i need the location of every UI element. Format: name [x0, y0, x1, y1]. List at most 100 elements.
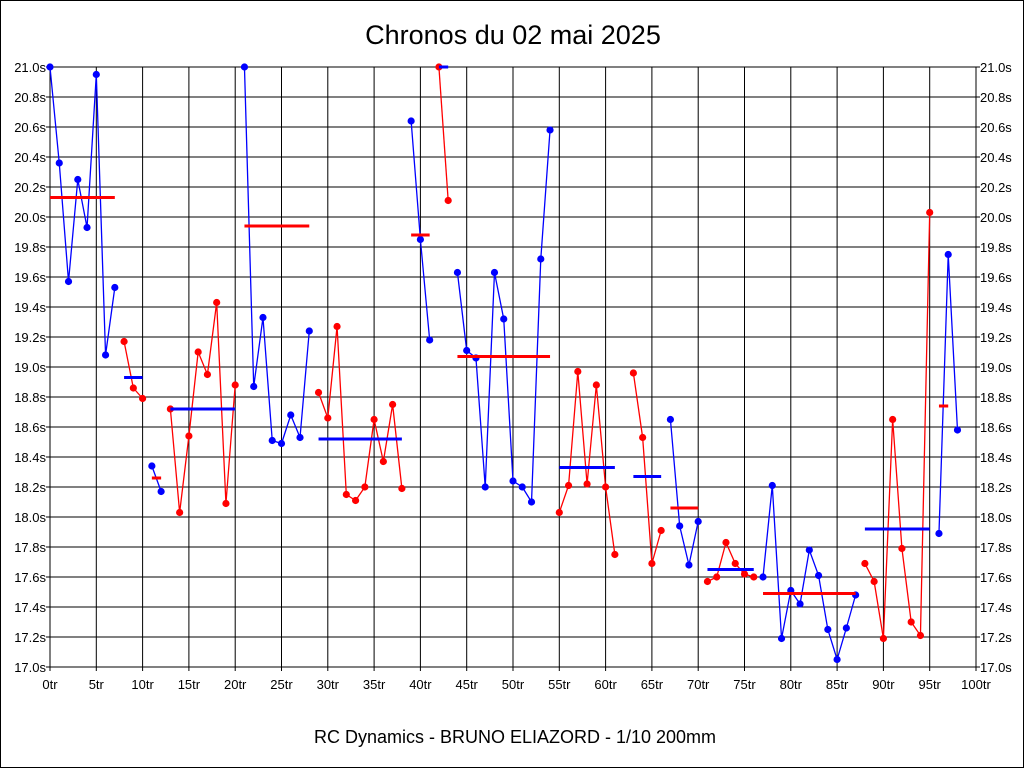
lap-point — [824, 625, 832, 634]
lap-point — [185, 432, 193, 440]
lap-point — [833, 655, 841, 664]
lap-point — [83, 223, 91, 232]
y-tick-label-right: 17.2s — [980, 630, 1012, 645]
lap-point — [861, 559, 869, 568]
lap-point — [907, 618, 915, 626]
y-tick-label-left: 19.0s — [14, 360, 46, 375]
session-8 — [435, 63, 452, 205]
lap-point — [490, 268, 499, 277]
lap-point — [407, 117, 415, 125]
lap-point — [481, 483, 489, 491]
lap-point — [342, 490, 350, 499]
lap-point — [314, 388, 323, 397]
y-tick-label-right: 20.8s — [980, 90, 1012, 105]
lap-point — [203, 370, 212, 379]
session-16 — [935, 250, 962, 538]
session-12 — [666, 415, 702, 569]
lap-point — [277, 439, 286, 448]
lap-point — [287, 411, 295, 419]
session-2 — [120, 337, 147, 403]
x-tick-label: 15tr — [178, 677, 201, 692]
series-line — [243, 66, 310, 445]
session-3 — [148, 462, 165, 496]
y-axis-left: 17.0s 17.2s 17.4s 17.6s 17.8s 18.0s 18.2s 18.4s… — [14, 60, 46, 675]
session-13 — [703, 538, 758, 586]
y-tick-label-left: 20.4s — [14, 150, 46, 165]
lap-point — [583, 480, 591, 488]
session-1 — [46, 63, 119, 359]
y-tick-label-right: 18.8s — [980, 390, 1012, 405]
lap-point — [453, 268, 462, 277]
lap-point — [129, 384, 137, 392]
lap-point — [250, 382, 258, 391]
y-tick-label-left: 19.4s — [14, 300, 46, 315]
lap-point — [768, 481, 776, 490]
y-tick-label-right: 20.0s — [980, 210, 1012, 225]
lap-point — [611, 550, 619, 559]
session-11 — [629, 369, 665, 568]
lap-point — [527, 498, 536, 506]
y-tick-label-left: 17.0s — [14, 660, 46, 675]
lap-point — [916, 631, 925, 640]
x-axis: 0tr 5tr 10tr 15tr 20tr 25tr 30tr 35tr 40tr 45tr 50… — [42, 677, 991, 692]
x-tick-label: 35tr — [363, 677, 386, 692]
lap-point — [139, 394, 147, 403]
lap-point — [74, 175, 82, 184]
y-tick-label-left: 19.2s — [14, 330, 46, 345]
y-tick-label-right: 17.4s — [980, 600, 1012, 615]
lap-point — [694, 517, 702, 526]
x-tick-label: 55tr — [548, 677, 571, 692]
lap-point — [713, 573, 721, 581]
lap-point — [666, 415, 675, 424]
lap-point — [814, 571, 823, 580]
lap-point — [898, 544, 906, 553]
y-tick-label-left: 18.0s — [14, 510, 46, 525]
lap-point — [879, 634, 888, 643]
lap-point — [46, 63, 54, 71]
lap-point — [398, 484, 406, 493]
y-axis-right: 17.0s 17.2s 17.4s 17.6s 17.8s 18.0s 18.2s 18.4s… — [980, 60, 1012, 675]
lap-point — [685, 561, 693, 569]
lap-point — [602, 483, 610, 491]
y-tick-label-left: 17.4s — [14, 600, 46, 615]
y-tick-label-left: 18.6s — [14, 420, 46, 435]
lap-point — [259, 313, 267, 322]
y-tick-label-left: 19.8s — [14, 240, 46, 255]
x-tick-label: 40tr — [409, 677, 432, 692]
lap-point — [926, 208, 934, 217]
x-tick-label: 20tr — [224, 677, 247, 692]
session-5 — [240, 63, 313, 448]
y-tick-label-right: 21.0s — [980, 60, 1012, 75]
lap-point — [361, 483, 369, 491]
lap-point — [889, 415, 897, 424]
series-group — [46, 63, 962, 664]
y-tick-label-right: 19.2s — [980, 330, 1012, 345]
series-line — [558, 371, 616, 555]
lap-point — [324, 414, 332, 422]
lap-point — [222, 499, 230, 508]
y-tick-label-left: 18.2s — [14, 480, 46, 495]
lap-point — [555, 508, 563, 517]
lap-point — [176, 508, 184, 517]
lap-point — [157, 487, 165, 496]
grid — [46, 66, 980, 671]
lap-point — [657, 526, 665, 535]
lap-point — [722, 538, 730, 547]
y-tick-label-right: 20.4s — [980, 150, 1012, 165]
lap-point — [231, 381, 239, 389]
session-6 — [314, 322, 406, 505]
lap-point — [426, 336, 434, 344]
lap-point — [703, 577, 712, 586]
x-tick-label: 45tr — [455, 677, 478, 692]
y-tick-label-right: 20.2s — [980, 180, 1012, 195]
lap-point — [750, 573, 758, 581]
series-line — [632, 372, 662, 564]
y-tick-label-left: 19.6s — [14, 270, 46, 285]
y-tick-label-left: 17.6s — [14, 570, 46, 585]
lap-point — [805, 546, 813, 554]
y-tick-label-left: 21.0s — [14, 60, 46, 75]
lap-point — [240, 63, 249, 71]
lap-point — [676, 522, 684, 530]
lap-point — [574, 367, 582, 376]
